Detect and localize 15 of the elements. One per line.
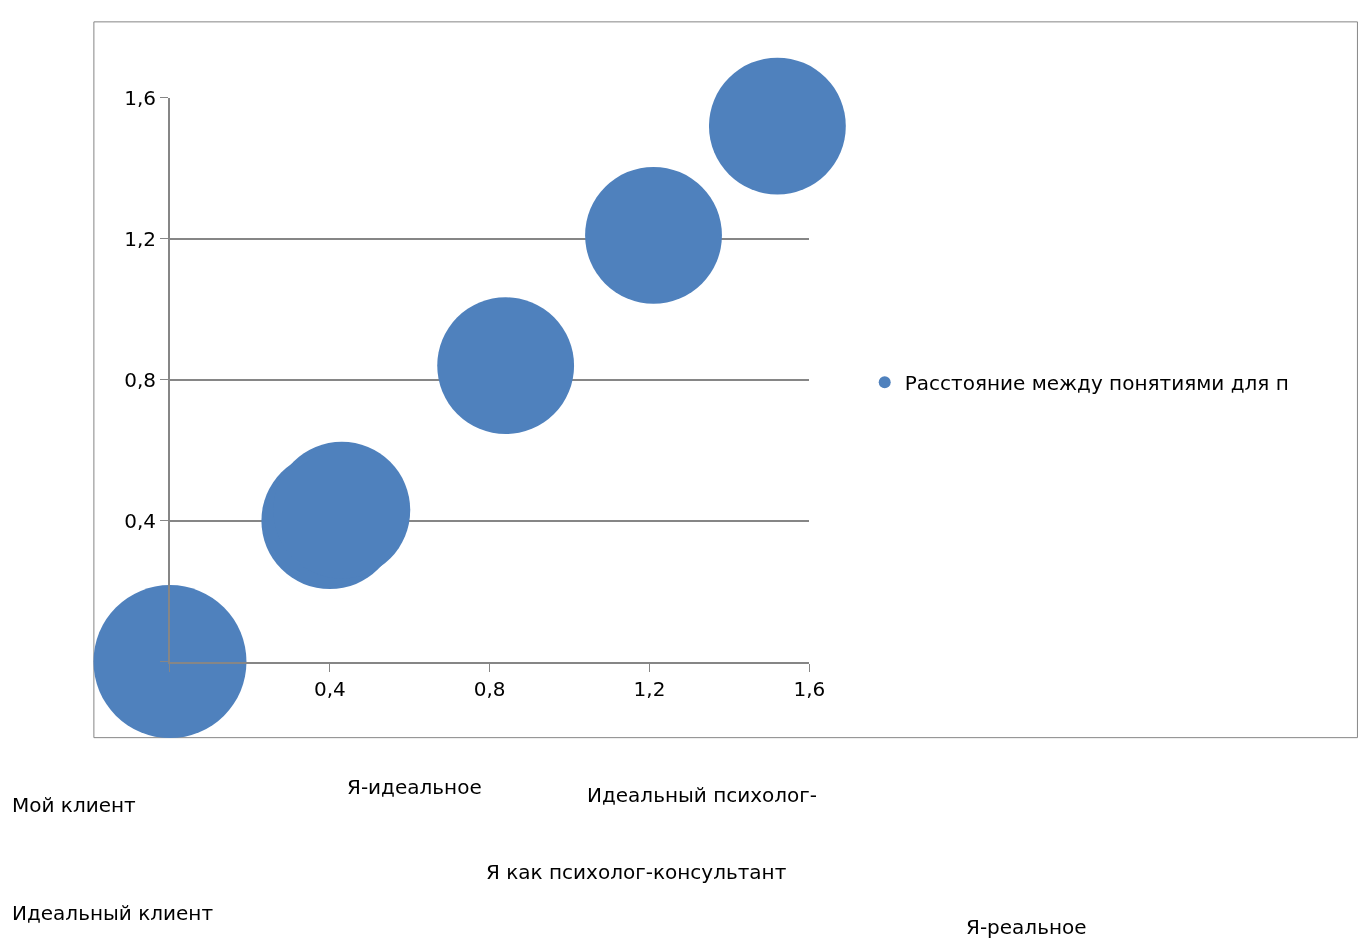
- y-tick-label: 0,8: [124, 367, 156, 392]
- x-tick-label: 1,6: [793, 676, 826, 701]
- y-tick-label: 1,6: [124, 85, 156, 110]
- text: Идеальный клиент: [12, 901, 214, 925]
- text: Мой клиент: [12, 793, 137, 817]
- x-tick-label: 0,4: [313, 676, 346, 701]
- text: Я-идеальное: [347, 775, 482, 799]
- y-tick-label: 1,2: [124, 226, 156, 251]
- x-tick-label: 0,8: [473, 676, 506, 701]
- text: Я-реальное: [966, 915, 1087, 939]
- x-tick-label: 1,2: [633, 676, 666, 701]
- y-tick-label: 0,4: [124, 508, 156, 533]
- legend-label: Расстояние между понятиями для п: [904, 371, 1289, 396]
- text: Я как психолог-консультант: [486, 860, 787, 884]
- text: Идеальный психолог-: [587, 783, 818, 807]
